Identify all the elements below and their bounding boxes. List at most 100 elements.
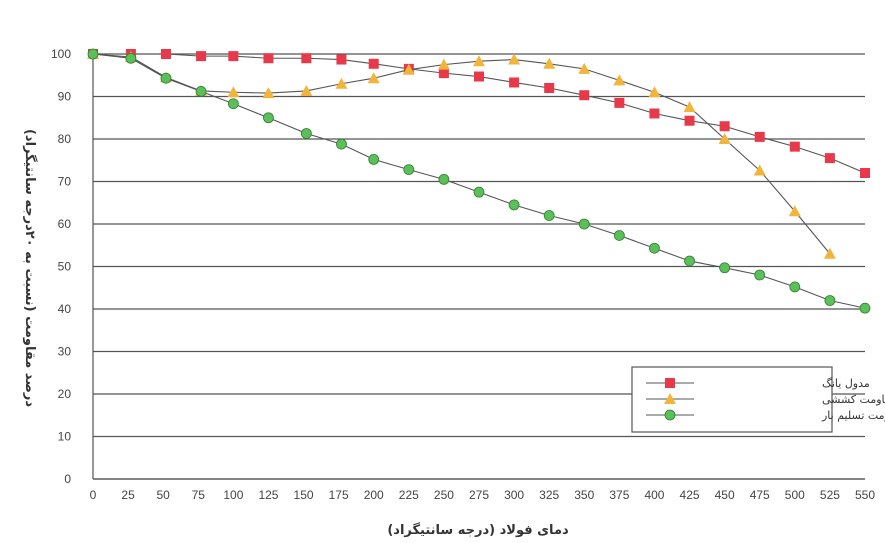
- x-tick-label: 325: [539, 488, 559, 502]
- data-point: [438, 68, 449, 79]
- data-point: [368, 58, 379, 69]
- data-point: [578, 62, 591, 74]
- x-tick-label: 25: [121, 488, 135, 502]
- data-point: [263, 112, 274, 124]
- legend-marker: [664, 393, 676, 404]
- data-point: [262, 87, 275, 99]
- data-point: [789, 281, 801, 293]
- data-point: [823, 247, 836, 259]
- x-tick-label: 100: [223, 488, 243, 502]
- data-point: [336, 138, 347, 150]
- data-point: [754, 131, 765, 142]
- x-tick-label: 475: [750, 488, 770, 502]
- x-tick-label: 300: [504, 488, 524, 502]
- series: [87, 48, 871, 314]
- data-point: [648, 86, 661, 98]
- x-tick-label: 400: [644, 488, 664, 502]
- data-point: [683, 101, 696, 113]
- data-point: [613, 74, 626, 86]
- data-point: [301, 53, 312, 64]
- x-tick-label: 250: [434, 488, 454, 502]
- x-tick-label: 125: [258, 488, 278, 502]
- y-tick-label: 30: [58, 345, 72, 359]
- x-tick-label: 525: [820, 488, 840, 502]
- data-point: [824, 295, 836, 306]
- data-point: [508, 199, 520, 211]
- data-point: [754, 269, 766, 281]
- y-tick-label: 100: [51, 47, 71, 61]
- data-point: [649, 242, 660, 254]
- data-point: [263, 53, 274, 64]
- data-point: [437, 58, 450, 70]
- x-tick-label: 150: [294, 488, 314, 502]
- legend-label: مقاومت تسلیم بار: [821, 409, 885, 422]
- data-point: [753, 164, 766, 176]
- series-1: [88, 49, 870, 178]
- data-point: [125, 52, 137, 64]
- data-point: [579, 90, 590, 101]
- y-tick-label: 0: [64, 472, 71, 486]
- data-point: [438, 173, 450, 185]
- x-tick-label: 200: [364, 488, 384, 502]
- data-point: [509, 77, 520, 88]
- data-point: [719, 121, 730, 132]
- legend-marker: [665, 378, 675, 388]
- x-tick-label: 350: [574, 488, 594, 502]
- data-point: [578, 218, 590, 230]
- y-tick-label: 50: [58, 260, 72, 274]
- data-point: [227, 98, 239, 110]
- data-point: [300, 128, 312, 139]
- data-point: [718, 133, 731, 144]
- series-2: [87, 48, 836, 259]
- data-point: [473, 55, 485, 67]
- x-tick-label: 0: [90, 488, 97, 502]
- data-point: [195, 86, 207, 97]
- data-point: [403, 164, 415, 176]
- data-point: [473, 186, 485, 198]
- data-point: [614, 97, 625, 108]
- data-point: [367, 72, 380, 84]
- x-tick-label: 500: [785, 488, 805, 502]
- data-point: [859, 302, 871, 314]
- data-point: [684, 115, 695, 126]
- data-point: [402, 63, 415, 75]
- legend-label: مقاومت کششی: [822, 393, 885, 406]
- legend-marker: [664, 409, 676, 421]
- x-tick-label: 425: [680, 488, 700, 502]
- data-point: [684, 255, 695, 267]
- data-point: [196, 51, 207, 62]
- y-tick-label: 10: [58, 430, 72, 444]
- data-point: [543, 210, 555, 221]
- y-tick-label: 60: [58, 217, 72, 231]
- x-tick-label: 50: [157, 488, 171, 502]
- data-point: [474, 71, 484, 82]
- data-point: [789, 141, 800, 152]
- legend: مدول یانگ مقاومت کششی مقاومت تسلیم بار: [631, 366, 885, 433]
- data-point: [544, 83, 555, 93]
- data-point: [613, 230, 625, 241]
- data-point: [368, 153, 380, 165]
- data-point: [335, 77, 348, 89]
- y-tick-label: 70: [58, 175, 72, 189]
- x-tick-label: 75: [192, 488, 206, 502]
- x-tick-label: 225: [399, 488, 419, 502]
- axes: 0 10 20 30 40 50 60 70 80 90 100 0 25 50 75 100 125 150 17…: [51, 47, 875, 502]
- x-tick-label: 375: [609, 488, 629, 502]
- x-tick-label: 175: [329, 488, 349, 502]
- data-point: [160, 72, 172, 84]
- gridlines: [93, 53, 865, 480]
- data-point: [87, 48, 99, 60]
- y-tick-label: 80: [58, 132, 72, 146]
- data-point: [160, 49, 171, 59]
- legend-label: مدول یانگ: [822, 377, 870, 390]
- series-3: [87, 48, 871, 314]
- y-axis-label: درصد مقاومت (نسبت به ۲۰درجه سانتیگراد): [22, 129, 38, 407]
- x-axis-label: دمای فولاد (درجه سانتیگراد): [387, 522, 569, 538]
- y-tick-label: 90: [58, 90, 72, 104]
- y-tick-label: 40: [58, 302, 72, 316]
- data-point: [300, 84, 313, 96]
- x-tick-label: 450: [715, 488, 735, 502]
- series-line: [92, 53, 831, 255]
